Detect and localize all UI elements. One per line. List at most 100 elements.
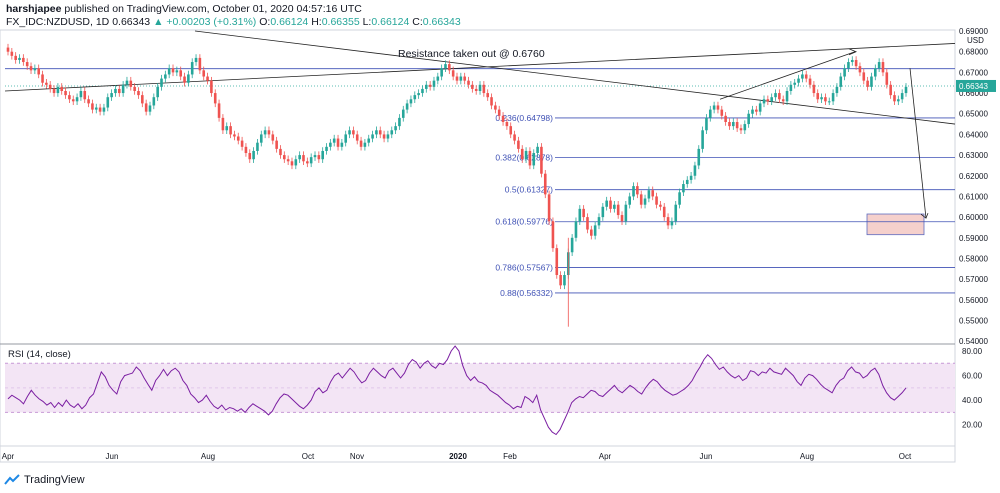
candle-body	[747, 113, 750, 125]
price-chart[interactable]: 0.236(0.64798) 0.382(0.62878) 0.5(0.61327)…	[0, 0, 1000, 470]
candle-body	[194, 57, 198, 63]
candle-body	[148, 105, 152, 112]
candle-body	[455, 76, 459, 81]
candle-body	[336, 138, 340, 147]
currency-label: USD	[967, 36, 984, 45]
candle-body	[590, 229, 593, 236]
candle-body	[344, 134, 348, 143]
publisher-name[interactable]: harshjapee	[6, 3, 62, 15]
candle-body	[682, 184, 685, 193]
price-tick-label: 0.59000	[959, 234, 988, 243]
price-tick-label: 0.66000	[959, 89, 988, 98]
resistance-annotation: Resistance taken out @ 0.6760	[398, 48, 545, 60]
time-tick-label: Apr	[599, 452, 612, 461]
price-tick-label: 0.69000	[959, 27, 988, 36]
candle-body	[378, 130, 382, 135]
price-tick-label: 0.62000	[959, 172, 988, 181]
candle-body	[352, 130, 355, 135]
rsi-tick-label: 20.00	[962, 421, 983, 430]
candle-body	[797, 78, 800, 83]
trendlines[interactable]	[4, 30, 956, 219]
candle-body	[551, 221, 555, 249]
candle-body	[839, 76, 843, 87]
candle-body	[125, 80, 129, 85]
candle-body	[778, 93, 781, 100]
high-value: 0.66355	[321, 16, 360, 28]
candle-body	[409, 99, 413, 104]
candle-body	[10, 51, 14, 56]
candle-body	[244, 146, 248, 154]
candle-body	[152, 97, 156, 106]
candle-body	[563, 275, 566, 286]
candle-body	[175, 70, 179, 73]
candle-body	[762, 99, 766, 104]
candle-body	[582, 208, 585, 218]
candle-body	[674, 204, 678, 222]
brand-label[interactable]: TradingView	[24, 474, 85, 486]
candle-body	[14, 55, 17, 60]
candle-body	[83, 90, 87, 100]
candle-body	[843, 68, 846, 77]
falling-trendline	[194, 30, 956, 125]
candle-body	[870, 76, 873, 87]
candle-body	[770, 97, 773, 102]
low-value: 0.66124	[371, 16, 410, 28]
candle-body	[259, 134, 263, 143]
candle-body	[198, 57, 202, 71]
rsi-tick-label: 40.00	[962, 396, 983, 405]
candle-body	[854, 59, 858, 67]
candle-body	[574, 221, 578, 238]
candle-body	[662, 206, 666, 218]
candle-body	[451, 70, 455, 77]
price-tick-label: 0.65000	[959, 110, 988, 119]
candle-body	[647, 190, 651, 199]
candle-body	[597, 217, 601, 226]
candle-body	[670, 221, 674, 226]
close-label: C:	[412, 16, 423, 28]
time-tick-label: Aug	[800, 452, 814, 461]
candle-body	[689, 175, 693, 180]
candle-body	[382, 134, 386, 139]
candle-body	[620, 215, 624, 222]
candle-body	[317, 155, 321, 160]
candle-body	[348, 130, 351, 135]
candle-body	[213, 93, 217, 104]
candle-body	[758, 103, 762, 112]
candle-body	[6, 47, 10, 52]
candle-body	[355, 134, 359, 141]
symbol-name[interactable]: FX_IDC:NZDUSD, 1D	[6, 16, 110, 28]
fib-label: 0.88(0.56332)	[500, 288, 553, 298]
rsi-title: RSI (14, close)	[8, 349, 71, 360]
candle-body	[91, 103, 94, 110]
candle-body	[497, 109, 501, 116]
candle-body	[774, 93, 777, 98]
candle-body	[398, 117, 401, 127]
candle-body	[785, 90, 789, 102]
candle-body	[827, 101, 831, 103]
candle-body	[708, 109, 712, 118]
tradingview-logo-icon[interactable]	[4, 474, 20, 486]
channel-arrowhead	[848, 48, 858, 56]
candle-body	[290, 161, 294, 166]
candle-body	[482, 84, 486, 94]
candle-body	[110, 93, 113, 98]
candle-body	[501, 115, 505, 123]
price-axis[interactable]: 0.69000 0.68000 0.67000 0.66000 0.65000 0.640…	[956, 27, 996, 346]
candle-body	[824, 97, 827, 102]
candle-body	[743, 124, 747, 131]
rsi-series	[7, 345, 907, 436]
candles	[6, 43, 908, 327]
candle-body	[79, 90, 83, 98]
candle-body	[735, 122, 739, 129]
rsi-band	[5, 362, 955, 413]
candle-body	[271, 134, 275, 141]
candle-body	[440, 68, 443, 77]
candle-body	[532, 153, 536, 166]
candle-body	[325, 146, 328, 151]
candle-body	[751, 109, 754, 114]
time-axis[interactable]: Apr Jun Aug Oct Nov 2020 Feb Apr Jun Aug Oct	[2, 452, 912, 461]
price-tick-label: 0.61000	[959, 192, 988, 201]
candle-body	[858, 66, 862, 73]
candle-body	[808, 78, 812, 85]
candle-body	[160, 78, 163, 87]
